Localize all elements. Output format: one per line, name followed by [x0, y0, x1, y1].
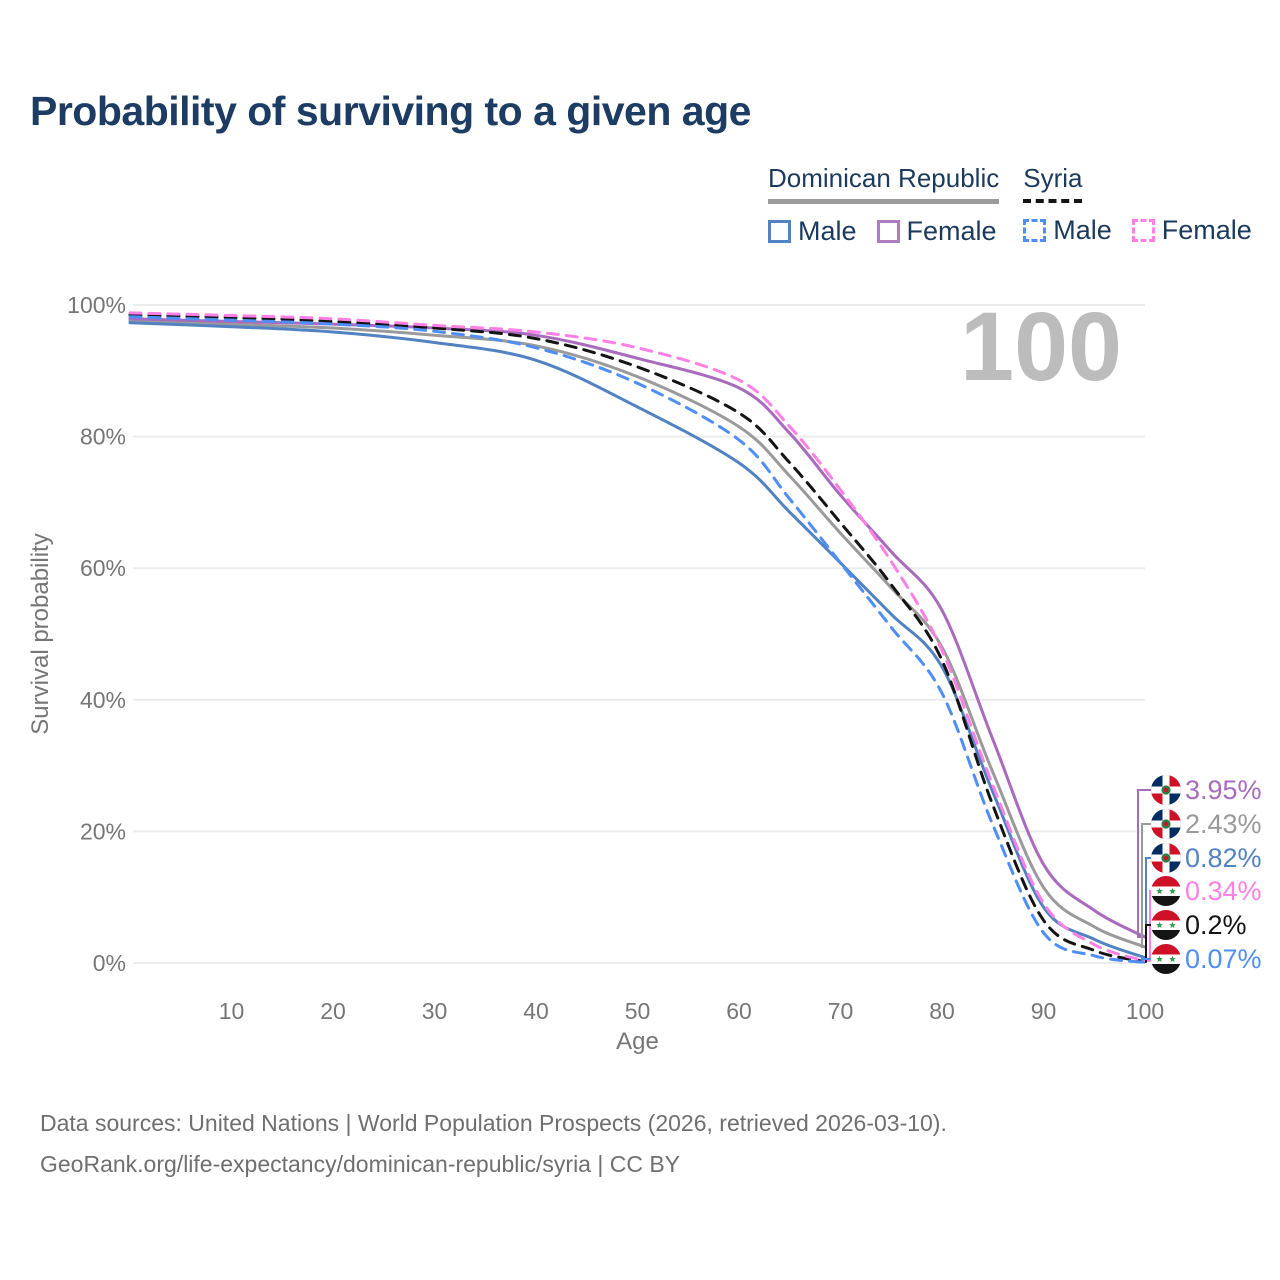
syria-flag-star: [1156, 887, 1163, 894]
syria-flag-band-black: [1151, 930, 1181, 940]
syria-flag-star: [1169, 955, 1176, 962]
legend-item-dr-male[interactable]: Male: [768, 216, 857, 247]
syria-flag-band-white: [1151, 954, 1181, 964]
x-tick-label-70: 70: [828, 998, 854, 1024]
end-label-value-dr-male: 0.82%: [1185, 843, 1262, 873]
syria-flag-band-red: [1151, 876, 1181, 887]
x-tick-label-90: 90: [1031, 998, 1057, 1024]
curve-syria-total: [128, 313, 1147, 964]
end-label-value-dr-total: 2.43%: [1185, 809, 1262, 839]
y-tick-label-100: 100%: [67, 292, 126, 318]
y-tick-label-60: 60%: [80, 555, 126, 581]
page-title: Probability of surviving to a given age: [30, 88, 751, 134]
data-sources-line: Data sources: United Nations | World Pop…: [40, 1110, 947, 1136]
y-tick-label-40: 40%: [80, 687, 126, 713]
legend-group-syria: Syria Male Female: [1023, 163, 1252, 247]
x-tick-label-100: 100: [1126, 998, 1164, 1024]
syria-male-label: Male: [1053, 215, 1112, 245]
dr-female-label: Female: [906, 216, 997, 246]
y-tick-label-80: 80%: [80, 424, 126, 450]
legend-group-dominican-republic: Dominican Republic Male Female: [768, 163, 1000, 247]
y-tick-label-20: 20%: [80, 818, 126, 844]
curve-dr-female: [128, 317, 1147, 939]
end-label-value-syria-total: 0.2%: [1185, 910, 1247, 940]
legend-item-dr-female[interactable]: Female: [876, 216, 997, 247]
syria-female-checkbox[interactable]: [1131, 219, 1155, 242]
end-label-value-syria-male: 0.07%: [1185, 944, 1262, 974]
end-label-value-syria-female: 0.34%: [1185, 876, 1262, 906]
end-label-connector-syria-male: [1141, 958, 1151, 964]
legend-row-syria: Male Female: [1023, 215, 1252, 246]
dr-flag-emblem: [1163, 787, 1169, 793]
dr-flag-emblem: [1163, 821, 1169, 827]
syria-female-label: Female: [1161, 215, 1252, 245]
syria-flag-band-black: [1151, 964, 1181, 974]
syria-flag-star: [1169, 887, 1176, 894]
curve-dr-total: [128, 319, 1147, 949]
y-tick-label-0: 0%: [93, 950, 126, 976]
x-tick-label-10: 10: [219, 998, 245, 1024]
curve-syria-male: [128, 315, 1147, 964]
curve-syria-female: [128, 311, 1147, 963]
dr-female-checkbox[interactable]: [876, 220, 900, 243]
legend-group-title-syria[interactable]: Syria: [1023, 163, 1083, 203]
flag-icon-dominican-republic: [1151, 843, 1181, 873]
x-tick-label-30: 30: [422, 998, 448, 1024]
end-label-value-dr-female: 3.95%: [1185, 775, 1262, 805]
legend: Dominican Republic Male Female Syria Mal…: [768, 163, 1252, 247]
attribution-line: GeoRank.org/life-expectancy/dominican-re…: [40, 1151, 681, 1177]
x-tick-label-20: 20: [320, 998, 346, 1024]
syria-male-checkbox[interactable]: [1023, 219, 1047, 242]
footer: Data sources: United Nations | World Pop…: [40, 1103, 947, 1185]
syria-flag-band-black: [1151, 896, 1181, 906]
syria-flag-band-red: [1151, 944, 1181, 955]
x-tick-label-50: 50: [625, 998, 651, 1024]
syria-flag-star: [1156, 921, 1163, 928]
dr-male-label: Male: [798, 216, 857, 246]
flag-icon-syria: [1151, 876, 1181, 906]
legend-item-syria-male[interactable]: Male: [1023, 215, 1112, 246]
x-tick-label-80: 80: [929, 998, 955, 1024]
x-tick-label-60: 60: [726, 998, 752, 1024]
syria-flag-band-red: [1151, 910, 1181, 921]
curve-dr-male: [128, 321, 1147, 960]
end-label-connector-dr-total: [1141, 823, 1151, 948]
flag-icon-syria: [1151, 910, 1181, 940]
flag-icon-dominican-republic: [1151, 809, 1181, 839]
legend-group-title-dominican-republic[interactable]: Dominican Republic: [768, 163, 1000, 204]
syria-flag-band-white: [1151, 886, 1181, 896]
x-axis-title: Age: [616, 1028, 659, 1055]
dr-flag-emblem: [1163, 855, 1169, 861]
dr-male-checkbox[interactable]: [768, 220, 791, 243]
syria-flag-band-white: [1151, 920, 1181, 930]
syria-flag-star: [1156, 955, 1163, 962]
flag-icon-syria: [1151, 944, 1181, 974]
y-axis-title: Survival probability: [27, 533, 54, 734]
syria-flag-star: [1169, 921, 1176, 928]
end-label-connector-syria-total: [1145, 924, 1151, 963]
flag-icon-dominican-republic: [1151, 775, 1181, 805]
legend-row-dominican-republic: Male Female: [768, 216, 999, 247]
watermark-age-counter: 100: [960, 292, 1122, 401]
x-tick-label-40: 40: [523, 998, 549, 1024]
legend-item-syria-female[interactable]: Female: [1131, 215, 1252, 246]
